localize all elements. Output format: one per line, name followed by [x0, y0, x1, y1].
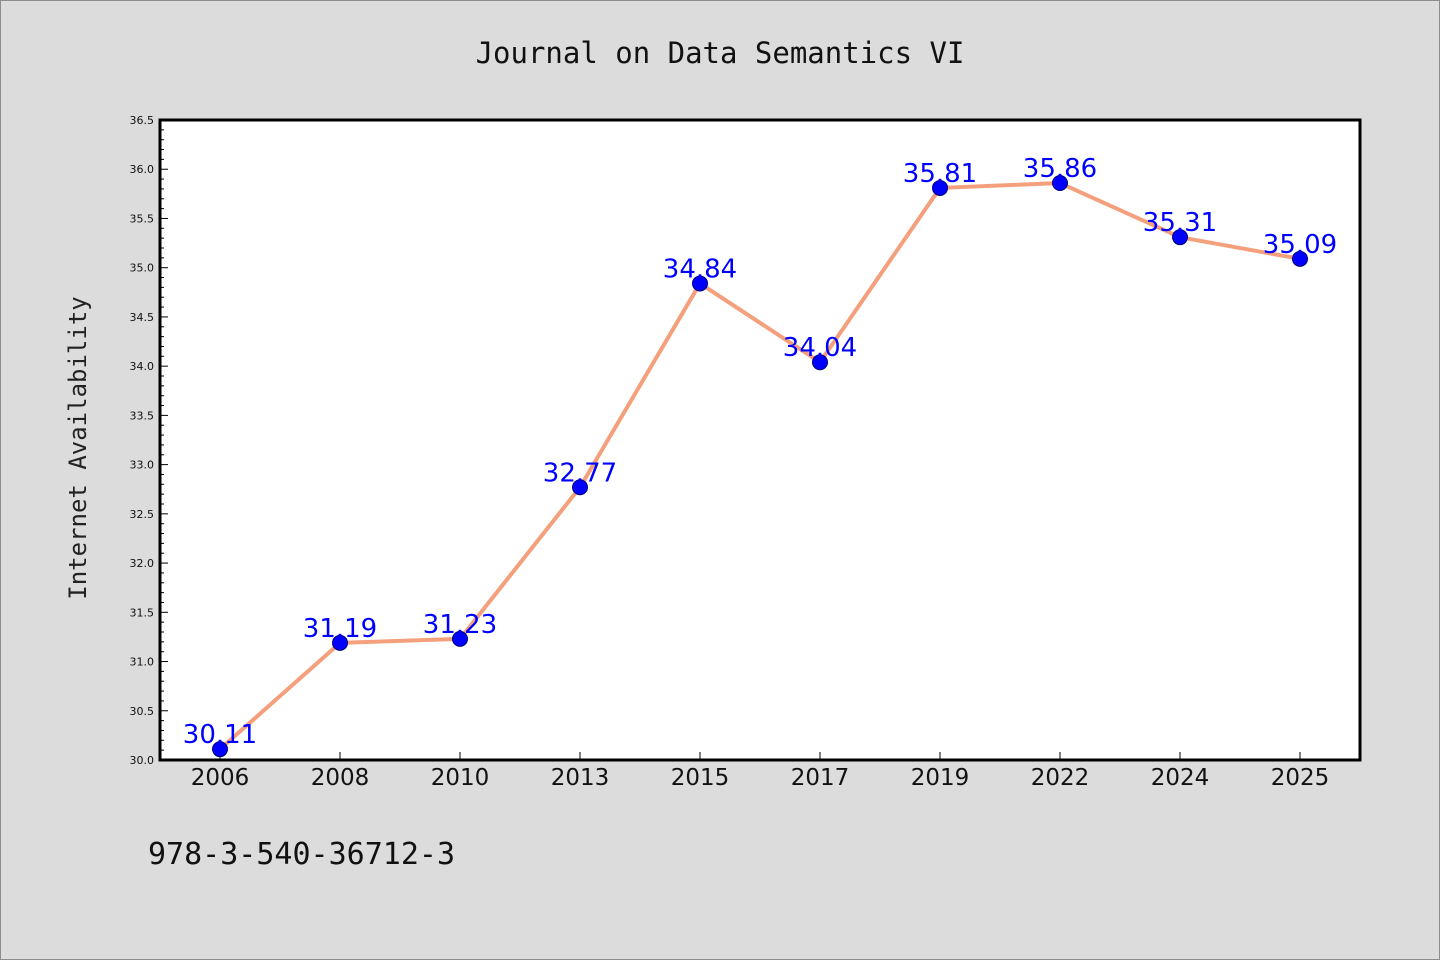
- data-point: [332, 634, 348, 651]
- x-tick-label: 2019: [911, 765, 970, 791]
- y-tick-label: 31.5: [130, 606, 155, 619]
- y-axis-label: Internet Availability: [64, 296, 92, 599]
- data-label: 35.31: [1143, 208, 1217, 238]
- data-point: [932, 179, 948, 196]
- x-tick-label: 2008: [311, 765, 370, 791]
- x-tick-label: 2025: [1271, 765, 1330, 791]
- x-tick-label: 2024: [1151, 765, 1210, 791]
- data-label: 34.04: [783, 333, 857, 363]
- y-tick-label: 33.5: [130, 409, 155, 422]
- y-tick-label: 30.0: [130, 754, 155, 767]
- y-tick-label: 30.5: [130, 705, 155, 718]
- data-point: [812, 354, 828, 371]
- y-tick-label: 32.5: [130, 508, 155, 521]
- data-point: [1052, 175, 1068, 192]
- y-tick-label: 34.5: [130, 311, 155, 324]
- data-label: 35.86: [1023, 154, 1097, 184]
- x-axis: 2006 2008 2010 2013 2015 2017 2019 2022 2024 2025: [191, 752, 1330, 791]
- data-point: [212, 741, 228, 758]
- data-label: 30.11: [183, 720, 257, 750]
- data-point: [452, 630, 468, 647]
- y-tick-label: 31.0: [130, 656, 155, 669]
- chart-title: Journal on Data Semantics VI: [476, 36, 965, 70]
- data-label: 31.19: [303, 614, 377, 644]
- series-line: [218, 181, 1302, 752]
- y-tick-label: 35.0: [130, 262, 155, 275]
- data-label: 35.09: [1263, 230, 1337, 260]
- plot-border: [158, 118, 1362, 762]
- x-tick-label: 2015: [671, 765, 730, 791]
- data-label: 34.84: [663, 254, 737, 284]
- data-point: [1172, 229, 1188, 246]
- y-tick-label: 35.5: [130, 212, 155, 225]
- x-tick-label: 2010: [431, 765, 490, 791]
- x-tick-label: 2022: [1031, 765, 1090, 791]
- series-group: 30.11 31.19 31.23 32.77 34.84 34.04 35.81 35.86…: [183, 154, 1337, 758]
- isbn-footer: 978-3-540-36712-3: [148, 837, 455, 872]
- data-label: 31.23: [423, 610, 497, 640]
- data-point: [1292, 250, 1308, 267]
- data-point: [692, 275, 708, 292]
- x-tick-label: 2006: [191, 765, 250, 791]
- data-label: 35.81: [903, 159, 977, 189]
- x-tick-label: 2017: [791, 765, 850, 791]
- data-label: 32.77: [543, 458, 617, 488]
- y-tick-label: 36.0: [130, 163, 155, 176]
- data-point: [572, 479, 588, 496]
- x-tick-label: 2013: [551, 765, 610, 791]
- y-tick-label: 33.0: [130, 459, 155, 472]
- y-tick-label: 36.5: [130, 114, 155, 127]
- y-tick-label: 34.0: [130, 360, 155, 373]
- y-tick-label: 32.0: [130, 557, 155, 570]
